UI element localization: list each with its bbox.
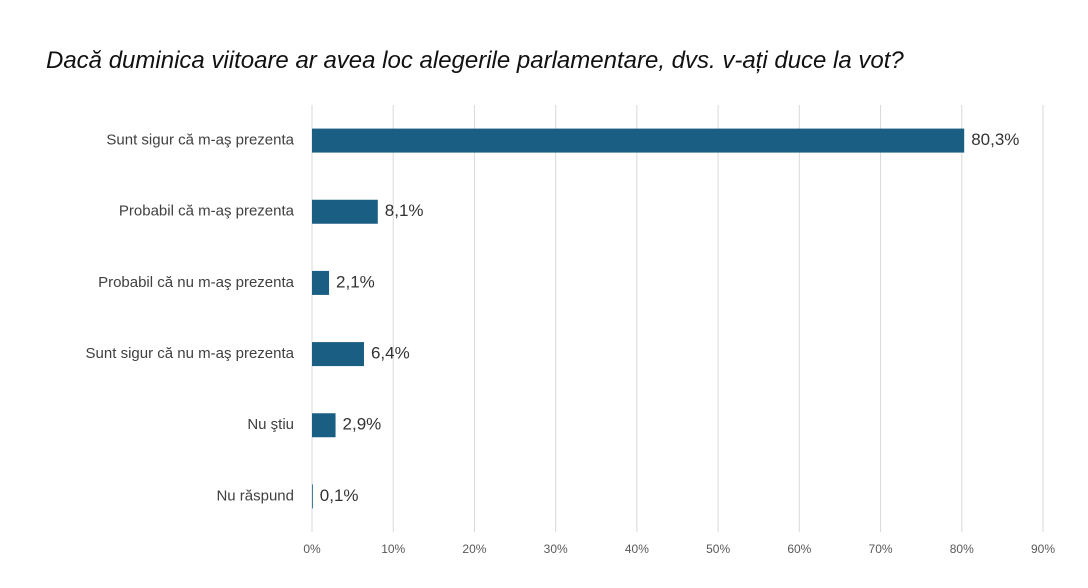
- chart-title: Dacă duminica viitoare ar avea loc alege…: [46, 47, 904, 74]
- bar: [312, 342, 364, 367]
- x-tick-label: 20%: [462, 542, 486, 556]
- data-label: 2,9%: [343, 415, 382, 434]
- bar: [312, 199, 378, 224]
- data-label: 8,1%: [385, 201, 424, 220]
- data-label: 0,1%: [320, 486, 359, 505]
- bar: [312, 484, 313, 509]
- x-tick-label: 50%: [706, 542, 730, 556]
- data-label: 6,4%: [371, 344, 410, 363]
- bar: [312, 128, 965, 153]
- bar: [312, 270, 330, 295]
- x-tick-label: 80%: [950, 542, 974, 556]
- data-label: 2,1%: [336, 272, 375, 291]
- x-tick-label: 90%: [1031, 542, 1055, 556]
- x-tick-label: 0%: [303, 542, 321, 556]
- y-tick-label: Probabil că nu m-aş prezenta: [98, 274, 295, 291]
- y-tick-label: Nu ştiu: [247, 416, 294, 433]
- bar: [312, 413, 336, 438]
- y-tick-label: Nu răspund: [216, 487, 294, 504]
- x-tick-label: 60%: [787, 542, 811, 556]
- data-label: 80,3%: [971, 130, 1019, 149]
- y-tick-label: Probabil că m-aş prezenta: [119, 203, 295, 220]
- x-tick-label: 70%: [869, 542, 893, 556]
- x-tick-label: 30%: [544, 542, 568, 556]
- x-tick-label: 40%: [625, 542, 649, 556]
- x-tick-label: 10%: [381, 542, 405, 556]
- y-tick-label: Sunt sigur că nu m-aş prezenta: [86, 345, 295, 362]
- y-tick-label: Sunt sigur că m-aş prezenta: [106, 132, 294, 149]
